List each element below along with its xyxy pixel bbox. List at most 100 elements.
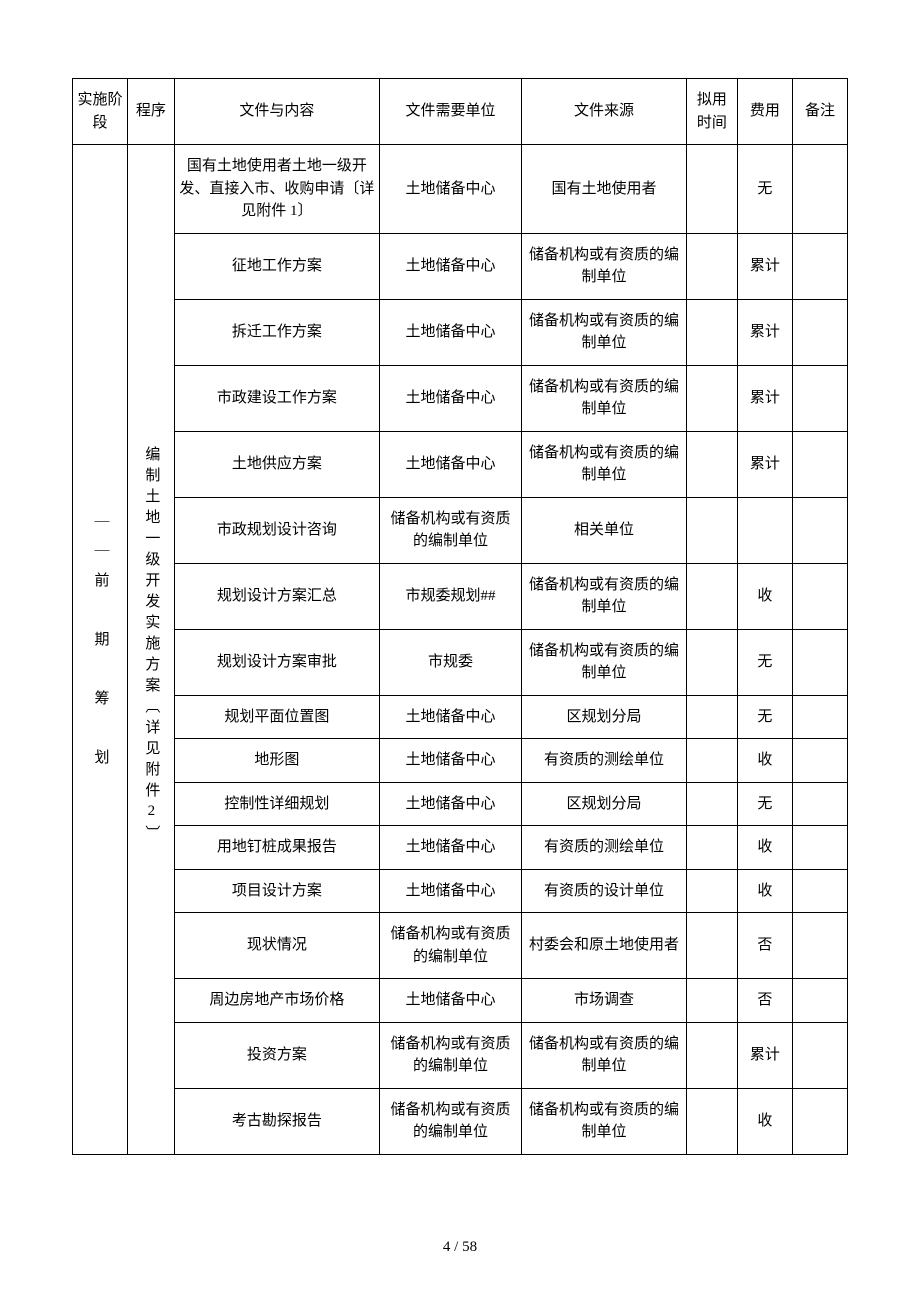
th-fee: 费用 [737, 79, 792, 145]
cell-document: 现状情况 [174, 913, 379, 979]
cell-fee: 否 [737, 913, 792, 979]
cell-need-unit: 土地储备中心 [380, 782, 522, 826]
cell-need-unit: 土地储备中心 [380, 826, 522, 870]
th-time: 拟用时间 [687, 79, 738, 145]
th-stage: 实施阶段 [73, 79, 128, 145]
cell-note [792, 629, 847, 695]
cell-source: 储备机构或有资质的编制单位 [521, 233, 686, 299]
cell-source: 市场调查 [521, 979, 686, 1023]
cell-need-unit: 储备机构或有资质的编制单位 [380, 497, 522, 563]
cell-need-unit: 土地储备中心 [380, 869, 522, 913]
cell-time [687, 913, 738, 979]
cell-fee: 无 [737, 695, 792, 739]
cell-need-unit: 土地储备中心 [380, 739, 522, 783]
cell-need-unit: 市规委 [380, 629, 522, 695]
table-row: 用地钉桩成果报告土地储备中心有资质的测绘单位收 [73, 826, 848, 870]
cell-source: 相关单位 [521, 497, 686, 563]
cell-source: 储备机构或有资质的编制单位 [521, 629, 686, 695]
cell-document: 周边房地产市场价格 [174, 979, 379, 1023]
cell-note [792, 782, 847, 826]
table-row: 考古勘探报告储备机构或有资质的编制单位储备机构或有资质的编制单位收 [73, 1088, 848, 1154]
cell-document: 规划设计方案汇总 [174, 563, 379, 629]
cell-document: 投资方案 [174, 1022, 379, 1088]
cell-note [792, 145, 847, 234]
cell-note [792, 563, 847, 629]
cell-need-unit: 土地储备中心 [380, 365, 522, 431]
th-source: 文件来源 [521, 79, 686, 145]
cell-fee [737, 497, 792, 563]
cell-need-unit: 土地储备中心 [380, 431, 522, 497]
table-row: 征地工作方案土地储备中心储备机构或有资质的编制单位累计 [73, 233, 848, 299]
table-row: 投资方案储备机构或有资质的编制单位储备机构或有资质的编制单位累计 [73, 1022, 848, 1088]
cell-note [792, 233, 847, 299]
cell-document: 规划设计方案审批 [174, 629, 379, 695]
table-row: 控制性详细规划土地储备中心区规划分局 无 [73, 782, 848, 826]
cell-fee: 收 [737, 739, 792, 783]
cell-note [792, 826, 847, 870]
cell-document: 市政建设工作方案 [174, 365, 379, 431]
cell-source: 储备机构或有资质的编制单位 [521, 1088, 686, 1154]
cell-fee: 收 [737, 563, 792, 629]
cell-fee: 累计 [737, 299, 792, 365]
cell-need-unit: 土地储备中心 [380, 979, 522, 1023]
cell-time [687, 233, 738, 299]
cell-note [792, 869, 847, 913]
cell-source: 储备机构或有资质的编制单位 [521, 431, 686, 497]
cell-time [687, 563, 738, 629]
cell-need-unit: 储备机构或有资质的编制单位 [380, 1022, 522, 1088]
cell-time [687, 365, 738, 431]
cell-fee: 无 [737, 629, 792, 695]
cell-time [687, 695, 738, 739]
cell-time [687, 869, 738, 913]
cell-document: 拆迁工作方案 [174, 299, 379, 365]
cell-note [792, 431, 847, 497]
cell-document: 征地工作方案 [174, 233, 379, 299]
cell-document: 项目设计方案 [174, 869, 379, 913]
cell-note [792, 299, 847, 365]
cell-document: 规划平面位置图 [174, 695, 379, 739]
cell-document: 考古勘探报告 [174, 1088, 379, 1154]
cell-document: 地形图 [174, 739, 379, 783]
cell-source: 储备机构或有资质的编制单位 [521, 299, 686, 365]
table-row: 市政规划设计咨询储备机构或有资质的编制单位相关单位 [73, 497, 848, 563]
cell-document: 土地供应方案 [174, 431, 379, 497]
cell-need-unit: 储备机构或有资质的编制单位 [380, 1088, 522, 1154]
procedure-label: 编制土地一级开发实施方案〔详见附件2〕 [137, 446, 164, 846]
table-row: 市政建设工作方案土地储备中心储备机构或有资质的编制单位累计 [73, 365, 848, 431]
cell-fee: 无 [737, 782, 792, 826]
cell-note [792, 365, 847, 431]
procedure-cell: 编制土地一级开发实施方案〔详见附件2〕 [128, 145, 175, 1155]
cell-fee: 累计 [737, 365, 792, 431]
table-row: 周边房地产市场价格土地储备中心市场调查否 [73, 979, 848, 1023]
cell-document: 控制性详细规划 [174, 782, 379, 826]
table-row: 现状情况储备机构或有资质的编制单位村委会和原土地使用者否 [73, 913, 848, 979]
cell-fee: 累计 [737, 233, 792, 299]
cell-note [792, 1088, 847, 1154]
cell-time [687, 145, 738, 234]
cell-time [687, 782, 738, 826]
cell-time [687, 739, 738, 783]
table-body: ｜｜前 期 筹 划编制土地一级开发实施方案〔详见附件2〕国有土地使用者土地一级开… [73, 145, 848, 1155]
document-page: 实施阶段 程序 文件与内容 文件需要单位 文件来源 拟用时间 费用 备注 ｜｜前… [0, 0, 920, 1302]
cell-note [792, 695, 847, 739]
cell-note [792, 497, 847, 563]
table-row: 项目设计方案土地储备中心有资质的设计单位收 [73, 869, 848, 913]
stage-cell: ｜｜前 期 筹 划 [73, 145, 128, 1155]
cell-source: 区规划分局 [521, 782, 686, 826]
cell-need-unit: 市规委规划## [380, 563, 522, 629]
cell-time [687, 979, 738, 1023]
table-row: 规划设计方案汇总市规委规划##储备机构或有资质的编制单位收 [73, 563, 848, 629]
cell-need-unit: 土地储备中心 [380, 299, 522, 365]
cell-need-unit: 土地储备中心 [380, 233, 522, 299]
cell-time [687, 1022, 738, 1088]
th-note: 备注 [792, 79, 847, 145]
cell-time [687, 431, 738, 497]
cell-source: 村委会和原土地使用者 [521, 913, 686, 979]
cell-source: 区规划分局 [521, 695, 686, 739]
cell-time [687, 497, 738, 563]
cell-time [687, 299, 738, 365]
table-row: 规划设计方案审批市规委储备机构或有资质的编制单位无 [73, 629, 848, 695]
cell-fee: 无 [737, 145, 792, 234]
cell-source: 有资质的设计单位 [521, 869, 686, 913]
cell-document: 市政规划设计咨询 [174, 497, 379, 563]
